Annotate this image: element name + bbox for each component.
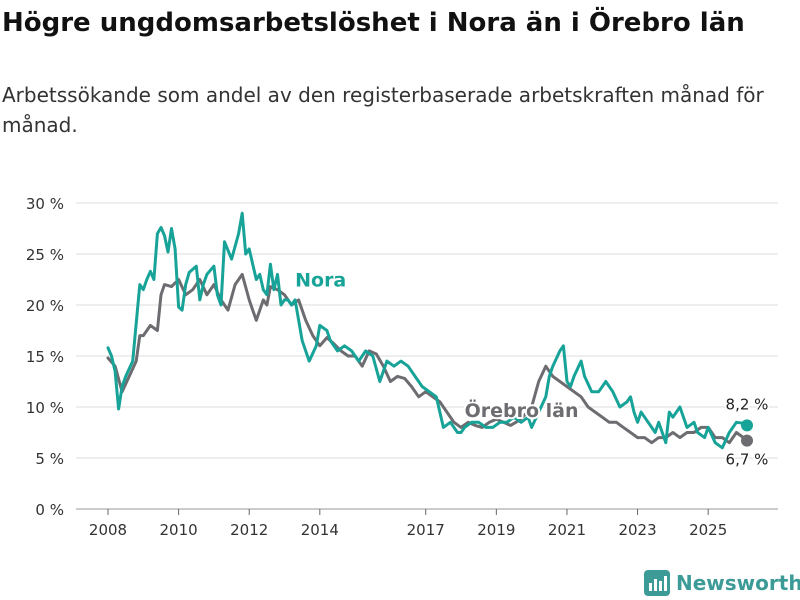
end-value-label-orebro: 6,7 % bbox=[726, 451, 769, 469]
x-tick-label: 2025 bbox=[689, 521, 727, 539]
chart-title: Högre ungdomsarbetslöshet i Nora än i Ör… bbox=[2, 8, 745, 38]
x-tick-label: 2014 bbox=[301, 521, 339, 539]
x-tick-label: 2010 bbox=[160, 521, 198, 539]
x-tick-label: 2019 bbox=[477, 521, 515, 539]
x-tick-label: 2023 bbox=[618, 521, 656, 539]
series-line-orebro bbox=[106, 272, 749, 445]
series-end-marker-nora bbox=[741, 419, 753, 432]
chart-subtitle: Arbetssökande som andel av den registerb… bbox=[2, 83, 764, 137]
newsworthy-logo[interactable]: Newsworthy bbox=[644, 569, 800, 597]
y-tick-label: 20 % bbox=[26, 297, 64, 315]
newsworthy-logo-icon bbox=[644, 570, 670, 596]
x-tick-label: 2021 bbox=[548, 521, 586, 539]
series-label-nora: Nora bbox=[295, 270, 346, 292]
y-tick-label: 25 % bbox=[26, 246, 64, 264]
end-value-label-nora: 8,2 % bbox=[726, 395, 769, 413]
x-tick-label: 2012 bbox=[230, 521, 268, 539]
series-end-marker-orebro bbox=[741, 434, 753, 447]
series-label-orebro: Örebro län bbox=[465, 398, 579, 422]
x-tick-label: 2017 bbox=[407, 521, 445, 539]
y-tick-label: 0 % bbox=[35, 501, 64, 519]
y-tick-label: 15 % bbox=[26, 348, 64, 366]
newsworthy-logo-text: Newsworthy bbox=[676, 571, 800, 595]
x-tick-label: 2008 bbox=[89, 521, 127, 539]
y-tick-label: 10 % bbox=[26, 399, 64, 417]
series-line-nora bbox=[106, 211, 749, 450]
y-tick-label: 5 % bbox=[35, 450, 64, 468]
y-tick-label: 30 % bbox=[26, 195, 64, 213]
